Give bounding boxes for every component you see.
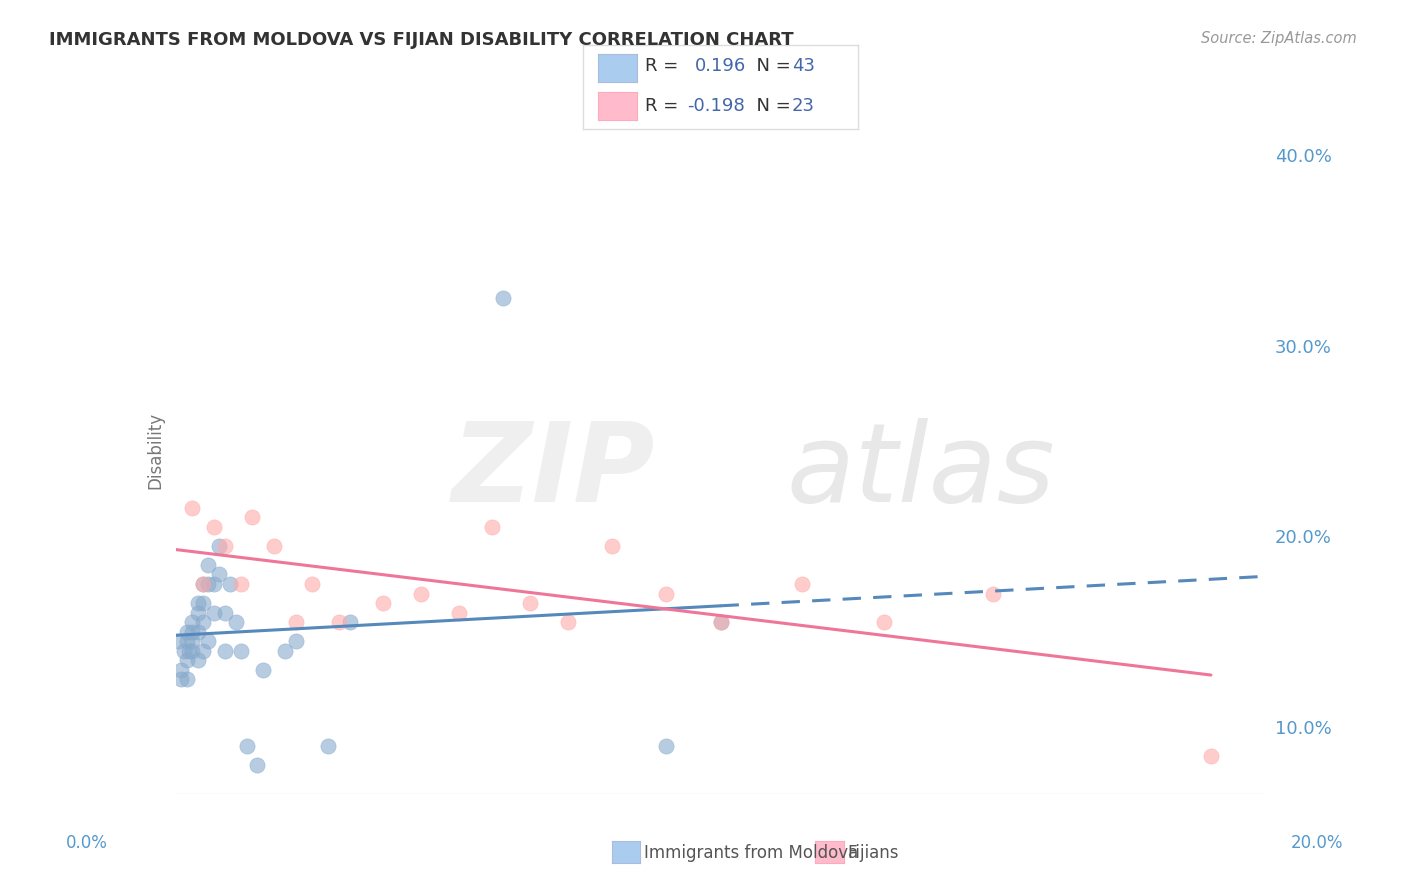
Point (170, 673, 193, 687)
Y-axis label: Disability: Disability (146, 412, 165, 489)
Point (197, 634, 219, 648)
Point (176, 653, 198, 667)
Point (214, 606, 236, 620)
Point (197, 577, 219, 591)
Text: R =: R = (645, 97, 685, 115)
Text: atlas: atlas (786, 417, 1054, 524)
Point (1199, 748, 1222, 763)
Text: Fijians: Fijians (848, 844, 900, 862)
Point (202, 520, 225, 534)
Point (981, 586, 1004, 600)
Text: IMMIGRANTS FROM MOLDOVA VS FIJIAN DISABILITY CORRELATION CHART: IMMIGRANTS FROM MOLDOVA VS FIJIAN DISABI… (49, 31, 794, 49)
Point (181, 644, 204, 658)
Point (167, 634, 190, 648)
Point (246, 758, 269, 772)
Point (284, 615, 307, 630)
Text: -0.198: -0.198 (688, 97, 745, 115)
Point (235, 739, 257, 754)
Point (792, 577, 814, 591)
Point (263, 539, 285, 553)
Text: Source: ZipAtlas.com: Source: ZipAtlas.com (1201, 31, 1357, 46)
Point (181, 500, 204, 515)
Point (225, 615, 247, 630)
Text: 20.0%: 20.0% (1291, 834, 1344, 852)
Point (655, 586, 678, 600)
Point (219, 577, 242, 591)
Text: R =: R = (645, 57, 690, 75)
Text: 23: 23 (792, 97, 814, 115)
Point (231, 577, 253, 591)
Point (186, 596, 209, 610)
Point (214, 539, 236, 553)
Point (176, 634, 198, 648)
Text: ZIP: ZIP (451, 417, 655, 524)
Point (409, 586, 432, 600)
Point (179, 644, 201, 658)
Point (274, 644, 297, 658)
Point (371, 596, 394, 610)
Text: Immigrants from Moldova: Immigrants from Moldova (644, 844, 858, 862)
Point (710, 615, 733, 630)
Point (173, 644, 195, 658)
Point (301, 577, 323, 591)
Point (328, 615, 350, 630)
Point (176, 624, 198, 639)
Text: 0.196: 0.196 (695, 57, 745, 75)
Point (197, 558, 219, 572)
Point (191, 577, 214, 591)
Point (240, 510, 263, 524)
Point (600, 539, 623, 553)
Point (284, 634, 307, 648)
Point (557, 615, 579, 630)
Point (186, 606, 209, 620)
Point (181, 615, 204, 630)
Text: N =: N = (745, 97, 797, 115)
Point (202, 606, 225, 620)
Point (191, 615, 214, 630)
Point (655, 739, 678, 754)
Point (710, 615, 733, 630)
Point (181, 624, 204, 639)
Point (181, 634, 204, 648)
Point (191, 577, 214, 591)
Point (208, 567, 231, 582)
Point (214, 644, 236, 658)
Point (481, 520, 503, 534)
Text: N =: N = (745, 57, 797, 75)
Text: 43: 43 (792, 57, 814, 75)
Point (447, 606, 470, 620)
Point (519, 596, 541, 610)
Point (170, 663, 193, 677)
Point (191, 644, 214, 658)
Point (176, 673, 198, 687)
Point (252, 663, 274, 677)
Point (186, 624, 209, 639)
Point (339, 615, 361, 630)
Point (873, 615, 896, 630)
Point (191, 596, 214, 610)
Point (208, 539, 231, 553)
Point (492, 291, 515, 305)
Point (318, 739, 340, 754)
Text: 0.0%: 0.0% (66, 834, 108, 852)
Point (231, 644, 253, 658)
Point (186, 653, 209, 667)
Point (202, 577, 225, 591)
